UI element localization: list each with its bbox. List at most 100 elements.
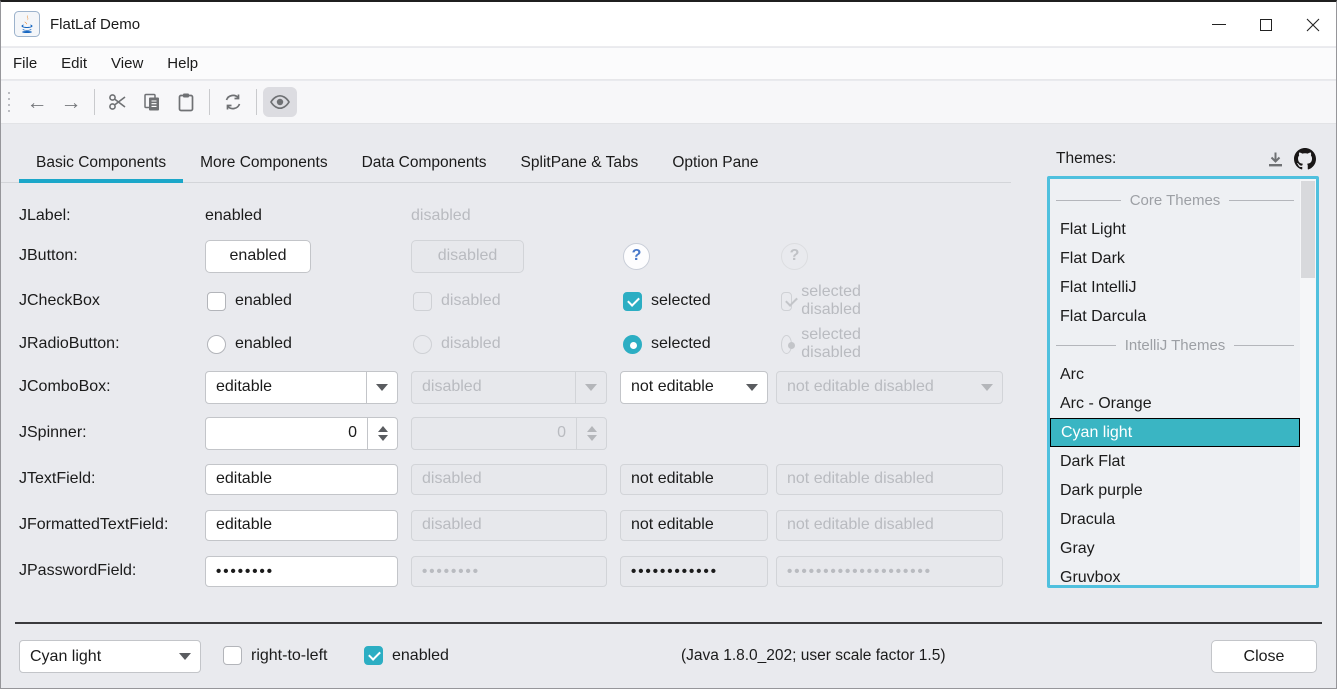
combobox-arrow-button[interactable] [169,641,200,672]
chevron-down-icon [178,653,191,660]
passwordfield-editable[interactable]: •••••••• [205,555,398,587]
combobox-arrow-button[interactable] [736,372,767,403]
formattedfield-not-editable-disabled: not editable disabled [776,509,1003,541]
radio-icon [207,334,226,354]
formattedfield-not-editable[interactable]: not editable [620,509,768,541]
menu-help[interactable]: Help [167,55,199,72]
close-button[interactable]: Close [1211,640,1317,673]
toolbar-grip[interactable] [8,92,10,112]
textfield-not-editable[interactable]: not editable [620,463,768,495]
combobox-arrow-button [971,372,1002,403]
copy-button[interactable] [135,87,169,117]
help-button-enabled[interactable]: ? [623,242,650,270]
theme-list-scrollbar[interactable] [1300,179,1316,585]
theme-category-header: IntelliJ Themes [1050,331,1300,360]
refresh-button[interactable] [216,87,250,117]
close-window-button[interactable] [1289,2,1336,47]
status-text: (Java 1.8.0_202; user scale factor 1.5) [681,647,946,664]
tab-basic-components[interactable]: Basic Components [19,154,184,183]
spinner-enabled[interactable]: 0 [205,416,398,450]
textfield-editable[interactable]: editable [205,463,398,495]
tab-data-components[interactable]: Data Components [361,154,487,171]
back-button[interactable]: ← [20,87,54,117]
radio-selected[interactable]: selected [623,334,711,354]
maximize-icon [1259,18,1272,31]
jlabel-enabled: enabled [205,207,262,224]
theme-item-flat-darcula[interactable]: Flat Darcula [1060,307,1147,325]
theme-item-gray[interactable]: Gray [1060,539,1095,557]
textfield-not-editable-disabled: not editable disabled [776,463,1003,495]
paste-button[interactable] [169,87,203,117]
theme-item-arc-orange[interactable]: Arc - Orange [1060,394,1152,412]
scrollbar-thumb[interactable] [1301,181,1315,278]
checkbox-icon [223,646,242,665]
chevron-up-icon [586,425,597,432]
chevron-down-icon [585,383,597,391]
combobox-disabled: disabled [411,370,607,404]
maximize-button[interactable] [1242,2,1289,47]
passwordfield-disabled: •••••••• [411,555,607,587]
window-controls [1195,2,1336,47]
checkbox-selected-disabled: selected disabled [781,283,869,319]
theme-item-dark-purple[interactable]: Dark purple [1060,481,1143,499]
tab-option-pane[interactable]: Option Pane [672,154,759,171]
back-icon: ← [26,90,48,114]
checkbox-checked-icon [781,291,793,311]
jbutton-enabled[interactable]: enabled [205,239,311,273]
menu-view[interactable]: View [111,55,144,72]
radio-enabled[interactable]: enabled [207,334,292,354]
checkbox-enabled[interactable]: enabled [207,291,292,311]
theme-item-dark-flat[interactable]: Dark Flat [1060,452,1125,470]
menu-file[interactable]: File [13,55,38,72]
theme-select-combobox[interactable]: Cyan light [19,640,201,673]
show-details-toggle-button[interactable] [263,87,297,117]
forward-button[interactable]: → [54,87,88,117]
theme-category-header: Core Themes [1050,186,1300,215]
question-icon: ? [631,247,642,264]
enabled-checkbox[interactable]: enabled [364,646,449,665]
theme-item-cyan-light[interactable]: Cyan light [1050,418,1300,447]
toolbar-separator [94,89,95,115]
radio-selected-icon [781,334,796,354]
jcheckbox-row-label: JCheckBox [19,292,100,309]
jbutton-disabled: disabled [411,239,524,273]
combobox-arrow-button[interactable] [366,371,397,403]
copy-icon [144,93,159,111]
jtextfield-row-label: JTextField: [19,470,96,487]
chevron-down-icon [377,434,388,441]
spinner-arrows[interactable] [367,417,397,449]
theme-item-flat-light[interactable]: Flat Light [1060,220,1126,238]
theme-item-gruvbox[interactable]: Gruvbox [1060,568,1121,586]
jbutton-row-label: JButton: [19,247,78,264]
checkbox-icon [413,291,432,311]
checkbox-disabled: disabled [413,291,501,311]
eye-icon [270,94,290,110]
chevron-up-icon [377,425,388,432]
download-themes-button[interactable] [1260,147,1290,171]
passwordfield-not-editable[interactable]: •••••••••••• [620,555,768,587]
theme-item-arc[interactable]: Arc [1060,365,1084,383]
tab-more-components[interactable]: More Components [200,154,328,171]
cut-button[interactable] [101,87,135,117]
theme-item-flat-intellij[interactable]: Flat IntelliJ [1060,278,1137,296]
chevron-down-icon [586,434,597,441]
formattedfield-editable[interactable]: editable [205,509,398,541]
radio-selected-disabled: selected disabled [781,326,869,362]
github-icon [1294,148,1316,170]
github-link-button[interactable] [1290,147,1320,171]
radio-selected-icon [623,334,642,354]
themes-label: Themes: [1056,150,1117,167]
right-to-left-checkbox[interactable]: right-to-left [223,646,327,665]
checkbox-selected[interactable]: selected [623,291,711,311]
theme-item-flat-dark[interactable]: Flat Dark [1060,249,1125,267]
tab-splitpane-tabs[interactable]: SplitPane & Tabs [520,154,639,171]
theme-item-dracula[interactable]: Dracula [1060,510,1116,528]
minimize-button[interactable] [1195,2,1242,47]
toolbar-separator [256,89,257,115]
bottom-separator [15,622,1322,624]
menu-edit[interactable]: Edit [61,55,88,72]
combobox-not-editable[interactable]: not editable [620,370,768,404]
combobox-editable[interactable]: editable [205,370,398,404]
cut-icon [109,94,126,110]
